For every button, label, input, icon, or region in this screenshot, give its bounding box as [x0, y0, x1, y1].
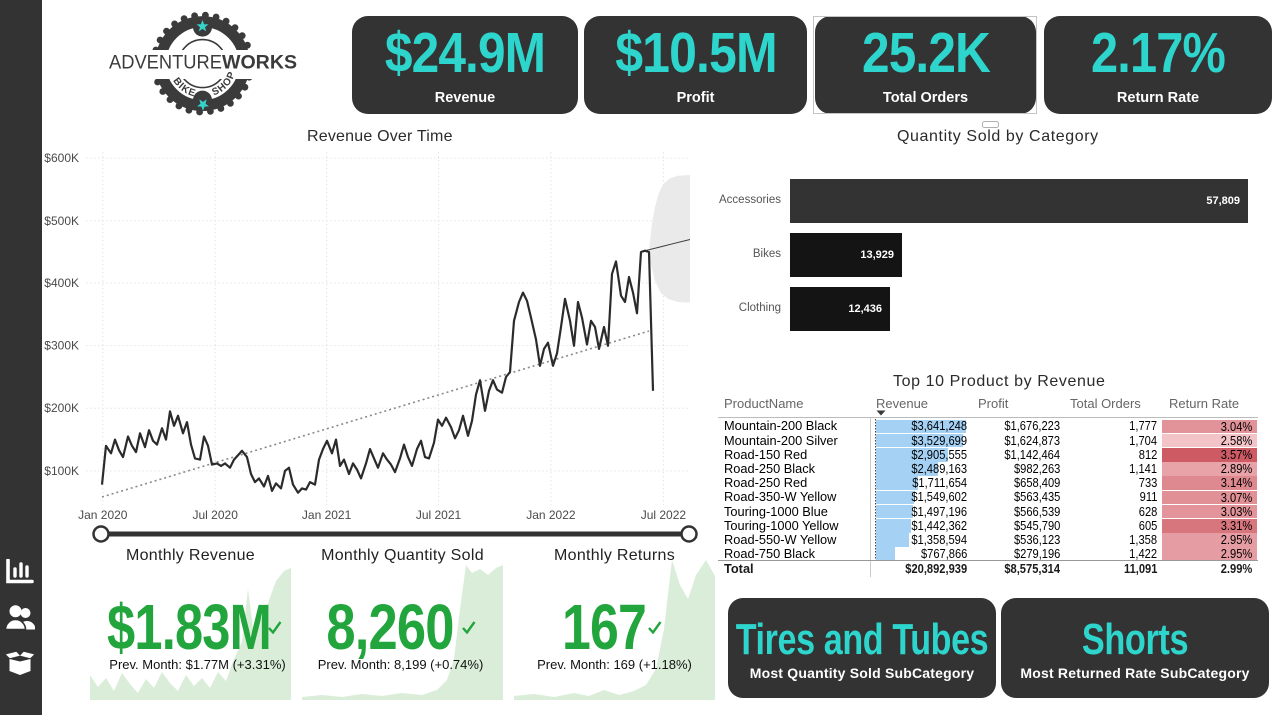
svg-text:$300K: $300K [44, 339, 79, 353]
svg-text:$400K: $400K [44, 276, 79, 290]
svg-text:Jan 2022: Jan 2022 [526, 508, 576, 522]
svg-text:Jan 2021: Jan 2021 [302, 508, 352, 522]
svg-text:Jul 2021: Jul 2021 [416, 508, 462, 522]
svg-text:Jul 2020: Jul 2020 [193, 508, 239, 522]
svg-text:WORKS: WORKS [222, 52, 297, 74]
svg-text:$200K: $200K [44, 401, 79, 415]
svg-text:ADVENTURE: ADVENTURE [109, 52, 222, 74]
svg-text:Jan 2020: Jan 2020 [78, 508, 128, 522]
svg-text:$500K: $500K [44, 214, 79, 228]
svg-text:$100K: $100K [44, 464, 79, 478]
svg-text:Jul 2022: Jul 2022 [641, 508, 687, 522]
svg-text:$600K: $600K [44, 151, 79, 165]
